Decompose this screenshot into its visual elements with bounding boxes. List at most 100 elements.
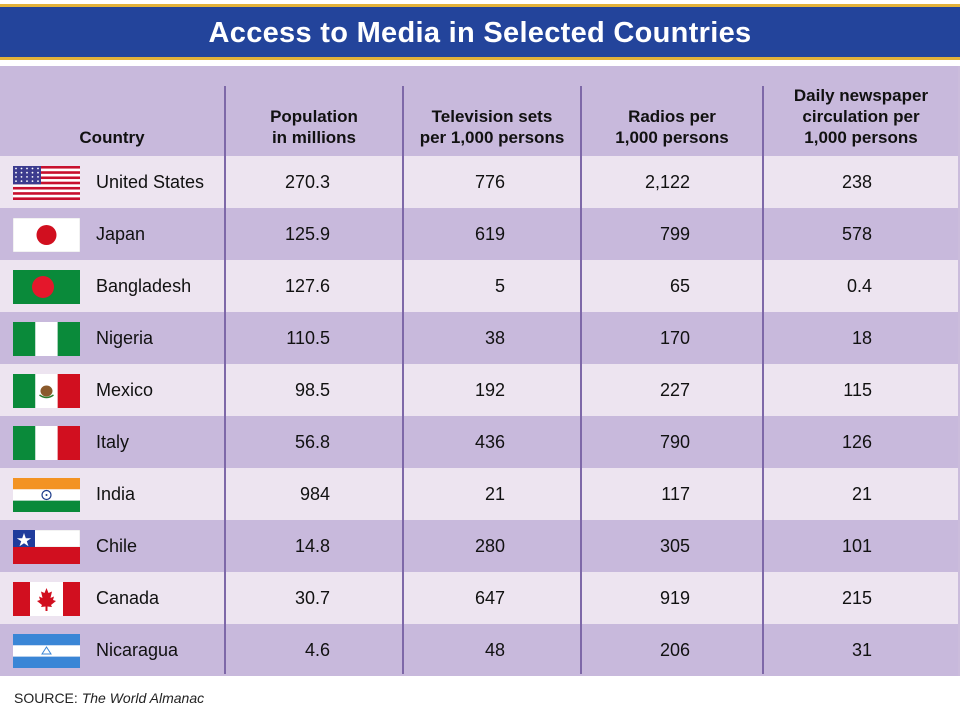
population-cell: 4.6 [304,640,330,660]
header-radios: Radios per 1,000 persons [582,66,762,156]
column-divider [580,86,582,156]
japan-flag-icon [13,218,80,252]
population-cell: 110.5 [286,328,330,348]
column-divider [762,152,764,674]
header-line: Radios per [628,107,716,126]
table-row: Canada 30.7 647 919 215 [0,572,958,624]
population-cell: 270.3 [284,172,330,192]
radios-cell: 799 [659,224,690,244]
header-population: Population in millions [226,66,402,156]
table-row: Mexico 98.5 192 227 115 [0,364,958,416]
column-divider [762,86,764,156]
nicaragua-flag-icon [13,634,80,668]
country-name: Nicaragua [96,640,179,660]
radios-cell: 2,122 [644,172,690,192]
radios-cell: 919 [659,588,690,608]
radios-cell: 170 [659,328,690,348]
television-cell: 776 [474,172,505,192]
newspaper-cell: 101 [841,536,872,556]
newspaper-cell: 0.4 [846,276,872,296]
column-divider [224,152,226,674]
table-row: India 984 21 117 21 [0,468,958,520]
radios-cell: 206 [659,640,690,660]
header-line: per 1,000 persons [419,128,565,147]
header-line: in millions [271,128,357,147]
table-header-row: Country Population in millions Television s… [0,66,958,156]
header-line: circulation per [802,107,920,126]
population-cell: 125.9 [284,224,330,244]
television-cell: 38 [484,328,505,348]
source-note: SOURCE: The World Almanac [14,690,204,706]
population-cell: 30.7 [294,588,330,608]
header-line: 1,000 persons [804,128,918,147]
television-cell: 280 [474,536,505,556]
title-banner: Access to Media in Selected Countries [0,0,960,70]
source-name: The World Almanac [81,690,205,706]
television-cell: 619 [474,224,505,244]
table-row: Chile 14.8 280 305 101 [0,520,958,572]
newspaper-cell: 18 [851,328,872,348]
country-name: Mexico [96,380,154,400]
radios-cell: 305 [659,536,690,556]
header-line: 1,000 persons [615,128,729,147]
header-line: Population [270,107,358,126]
population-cell: 984 [299,484,330,504]
population-cell: 14.8 [294,536,330,556]
header-country-text: Country [79,127,144,148]
mexico-flag-icon [13,374,80,408]
canada-flag-icon [13,582,80,616]
page-title: Access to Media in Selected Countries [208,17,752,49]
country-name: Nigeria [96,328,154,348]
television-cell: 192 [474,380,505,400]
chile-flag-icon [13,530,80,564]
newspaper-cell: 215 [841,588,872,608]
title-accent-bottom [0,57,960,60]
newspaper-cell: 126 [841,432,872,452]
header-newspaper: Daily newspaper circulation per 1,000 pers… [764,66,958,156]
header-population-text: Population in millions [270,106,358,148]
newspaper-cell: 115 [843,380,872,400]
television-cell: 21 [484,484,505,504]
radios-cell: 117 [661,484,690,504]
header-line: Country [79,128,145,147]
us-flag-icon [13,166,80,200]
population-cell: 127.6 [284,276,330,296]
header-line: Daily newspaper [793,86,929,105]
television-cell: 48 [484,640,505,660]
bangladesh-flag-icon [13,270,80,304]
country-name: India [96,484,136,504]
table-row: Nigeria 110.5 38 170 18 [0,312,958,364]
country-name: Italy [96,432,130,452]
television-cell: 647 [474,588,505,608]
radios-cell: 65 [669,276,690,296]
television-cell: 436 [474,432,505,452]
media-table: Country Population in millions Television s… [0,66,960,676]
india-flag-icon [13,478,80,512]
header-newspaper-text: Daily newspaper circulation per 1,000 pers… [794,85,928,148]
source-label: SOURCE: [14,690,78,706]
table-row: Nicaragua 4.6 48 206 31 [0,624,958,676]
header-country: Country [0,66,224,156]
population-cell: 56.8 [294,432,330,452]
italy-flag-icon [13,426,80,460]
header-radios-text: Radios per 1,000 persons [615,106,728,148]
newspaper-cell: 238 [841,172,872,192]
table-row: United States 270.3 776 2,122 238 [0,156,958,208]
country-name: Canada [96,588,160,608]
column-divider [580,152,582,674]
population-cell: 98.5 [294,380,330,400]
table-row: Japan 125.9 619 799 578 [0,208,958,260]
column-divider [402,152,404,674]
nigeria-flag-icon [13,322,80,356]
title-background [0,7,960,57]
table-row: Bangladesh 127.6 5 65 0.4 [0,260,958,312]
header-television-text: Television sets per 1,000 persons [420,106,565,148]
television-cell: 5 [494,276,505,296]
header-line: Television sets [431,107,553,126]
radios-cell: 227 [659,380,690,400]
country-name: Chile [96,536,138,556]
header-television: Television sets per 1,000 persons [404,66,580,156]
country-name: Japan [96,224,146,244]
table-row: Italy 56.8 436 790 126 [0,416,958,468]
